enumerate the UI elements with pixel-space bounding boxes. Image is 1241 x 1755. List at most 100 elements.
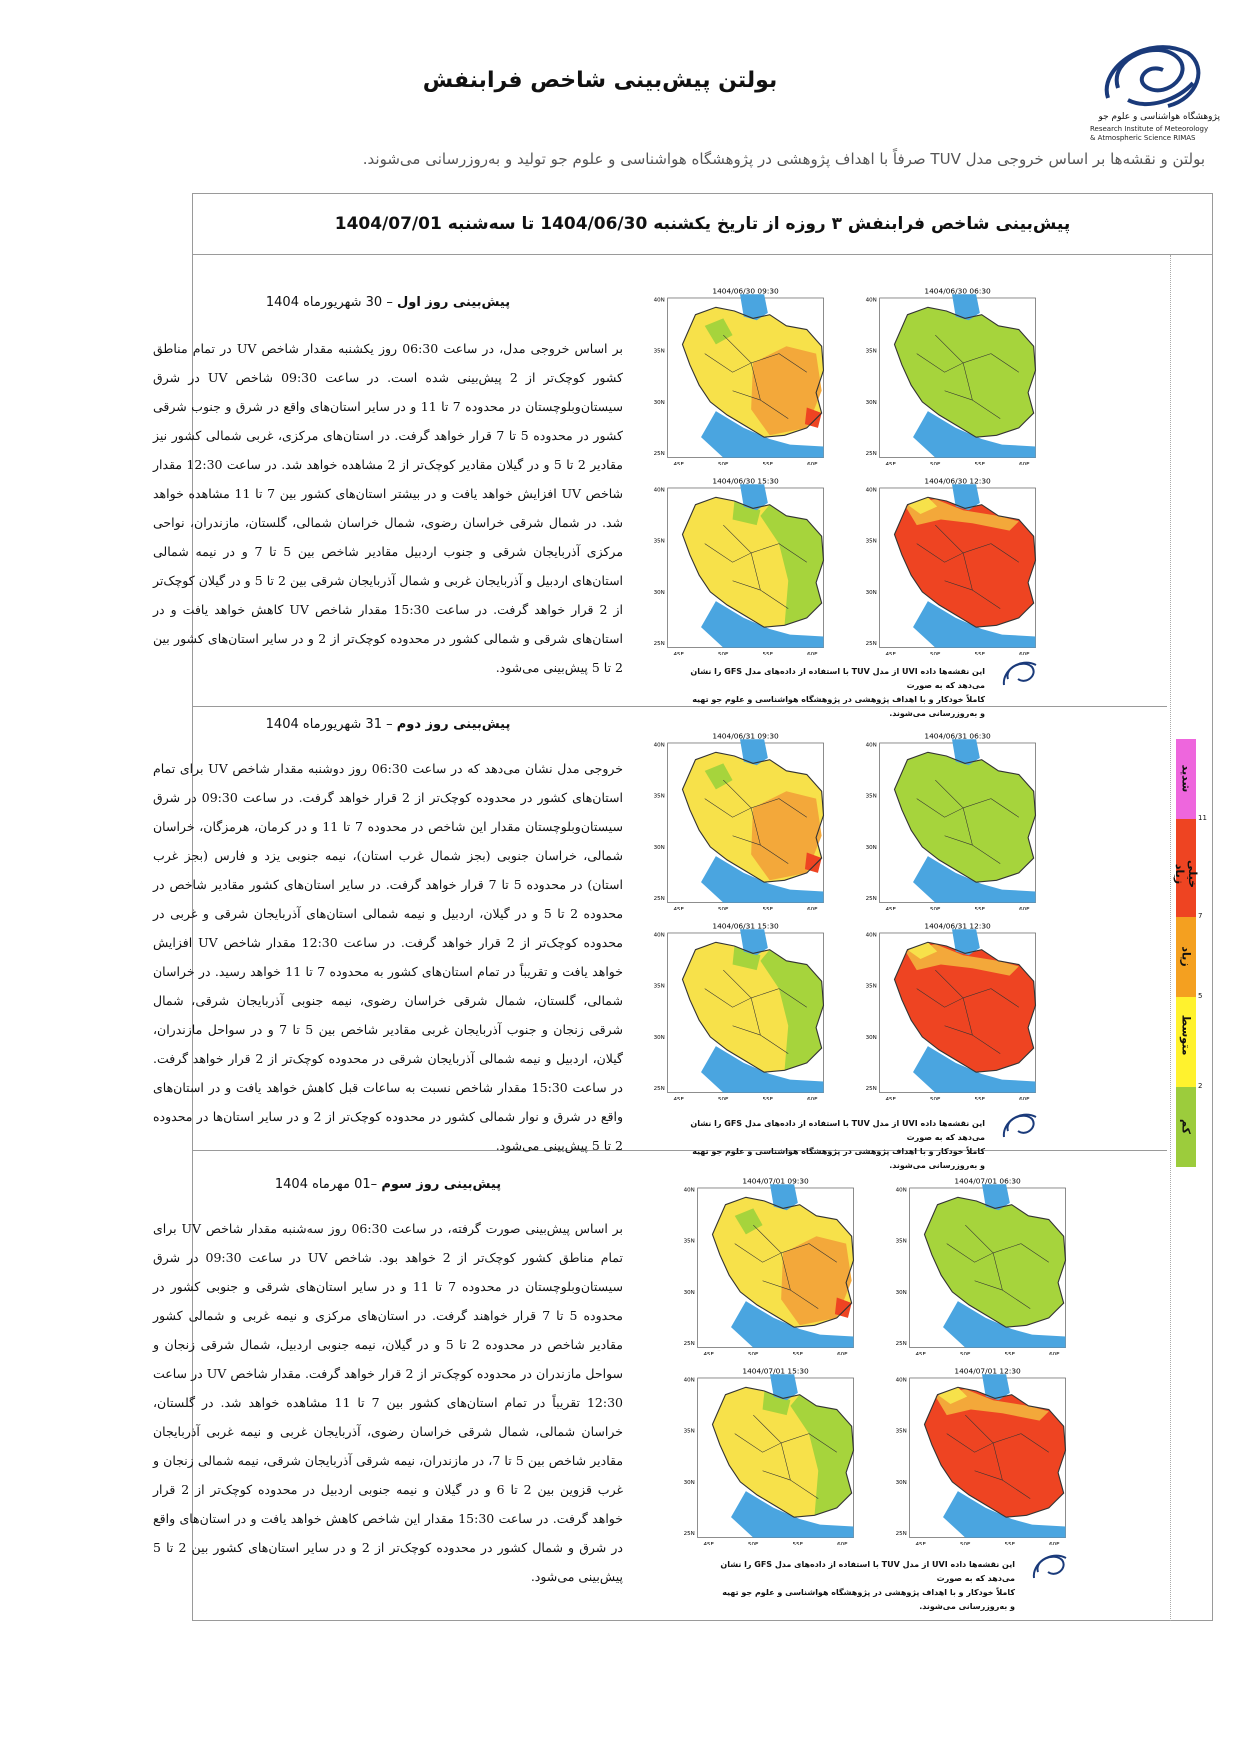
legend-band-label: کم	[1179, 1118, 1193, 1135]
sea-area	[731, 1491, 854, 1538]
lat-tick-label: 30N	[654, 400, 665, 406]
province-border	[990, 353, 1019, 373]
province-border	[704, 543, 752, 563]
legend-band-label: شدید	[1179, 764, 1193, 793]
map-time-label: 1404/06/30 06:30	[924, 286, 991, 295]
uv-zone	[804, 407, 822, 428]
lon-tick-label: 60E	[1019, 462, 1030, 465]
province-border	[965, 1414, 1022, 1444]
province-border	[916, 353, 964, 373]
lon-tick-label: 45E	[673, 907, 684, 910]
uv-zone	[924, 1387, 1066, 1518]
province-border	[753, 1414, 810, 1444]
lon-tick-label: 45E	[885, 907, 896, 910]
lat-tick-label: 25N	[654, 641, 665, 647]
lat-tick-label: 25N	[866, 896, 877, 902]
lat-tick-label: 35N	[866, 984, 877, 990]
maps-source-note-line2: کاملاً خودکار و با اهداف پژوهشی در پژوهش…	[692, 695, 985, 718]
sea-area	[952, 294, 980, 321]
day-forecast-text: خروجی مدل نشان می‌دهد که در ساعت 06:30 ر…	[153, 761, 624, 1153]
lat-tick-label: 40N	[866, 933, 877, 939]
maps-source-note-line1: این نقشه‌ها داده UVI از مدل TUV با استفا…	[720, 1560, 1015, 1583]
lon-tick-label: 45E	[885, 652, 896, 655]
map-time-label: 1404/07/01 12:30	[954, 1366, 1021, 1375]
country-border	[681, 306, 825, 438]
lat-tick-label: 25N	[654, 451, 665, 457]
lat-tick-label: 35N	[866, 539, 877, 545]
province-border	[778, 798, 807, 818]
lat-tick-label: 25N	[896, 1531, 907, 1537]
sea-area	[913, 411, 1036, 458]
map-time-label: 1404/06/31 15:30	[712, 921, 779, 930]
lon-tick-label: 45E	[885, 1097, 896, 1100]
lon-tick-label: 50E	[748, 1542, 759, 1545]
map-time-label: 1404/06/30 15:30	[712, 476, 779, 485]
uv-zone	[790, 1394, 854, 1516]
day-heading-label: پیش‌بینی روز دوم	[396, 717, 511, 732]
province-border	[704, 798, 752, 818]
maps-source-note-line1: این نقشه‌ها داده UVI از مدل TUV با استفا…	[690, 1119, 985, 1142]
map-time-label: 1404/06/31 06:30	[924, 731, 991, 740]
lat-tick-label: 40N	[654, 488, 665, 494]
uv-zone	[781, 1236, 852, 1326]
province-border	[974, 1470, 1003, 1481]
legend-band	[1176, 1087, 1196, 1167]
bulletin-frame	[192, 193, 1213, 1621]
day-forecast-text: بر اساس پیش‌بینی صورت گرفته، در ساعت 06:…	[153, 1221, 624, 1584]
uv-map-panel: 1404/06/31 15:30 40N 35N 30N 25N 45E 50E 55E 60E	[640, 920, 840, 1103]
province-border	[808, 1433, 837, 1453]
map-time-label: 1404/06/31 09:30	[712, 731, 779, 740]
lat-tick-label: 30N	[866, 845, 877, 851]
province-border	[753, 1224, 810, 1254]
sea-area	[952, 739, 980, 766]
province-border	[762, 1470, 791, 1481]
lon-tick-label: 50E	[718, 652, 729, 655]
province-border	[762, 1280, 791, 1291]
map-time-label: 1404/06/30 09:30	[712, 286, 779, 295]
uv-zone	[907, 497, 938, 514]
sea-area	[770, 1374, 798, 1401]
day-heading: پیش‌بینی روز سوم –01 مهرماه 1404	[153, 1177, 623, 1192]
lon-tick-label: 55E	[763, 462, 774, 465]
section-divider	[192, 1150, 1167, 1151]
sea-area	[913, 1046, 1036, 1093]
lon-tick-label: 50E	[930, 652, 941, 655]
uv-zone	[894, 752, 1036, 883]
uv-zone	[937, 1387, 968, 1404]
uv-zone	[760, 504, 824, 626]
lat-tick-label: 40N	[654, 743, 665, 749]
uv-zone	[894, 497, 1036, 628]
map-time-label: 1404/07/01 06:30	[954, 1176, 1021, 1185]
uv-map-panel: 1404/07/01 15:30 40N 35N 30N 25N 45E 50E 55E 60E	[670, 1365, 870, 1548]
legend-tick-label: 11	[1198, 814, 1207, 822]
map-time-label: 1404/06/31 12:30	[924, 921, 991, 930]
province-border	[916, 988, 964, 1008]
lat-tick-label: 40N	[654, 933, 665, 939]
province-border	[704, 988, 752, 1008]
lat-tick-label: 30N	[866, 400, 877, 406]
document-title: بولتن پیش‌بینی شاخص فرابنفش	[422, 68, 778, 93]
lat-tick-label: 25N	[654, 1086, 665, 1092]
sea-area	[943, 1301, 1066, 1348]
lat-tick-label: 25N	[866, 641, 877, 647]
province-border	[704, 353, 752, 373]
lon-tick-label: 55E	[1005, 1352, 1016, 1355]
uv-zone	[751, 791, 822, 881]
uv-map-panel: 1404/06/30 06:30 40N 35N 30N 25N 45E 50E 55E 60E	[852, 285, 1052, 468]
uv-map-panel: 1404/06/31 06:30 40N 35N 30N 25N 45E 50E 55E 60E	[852, 730, 1052, 913]
lon-tick-label: 50E	[718, 1097, 729, 1100]
province-border	[916, 798, 964, 818]
country-border	[711, 1386, 855, 1518]
country-border	[923, 1196, 1067, 1328]
country-border	[923, 1386, 1067, 1518]
lat-tick-label: 25N	[684, 1531, 695, 1537]
province-border	[732, 1025, 761, 1036]
day-heading-date: –01 مهرماه 1404	[274, 1177, 382, 1192]
uv-zone	[762, 1390, 791, 1416]
lon-tick-label: 55E	[763, 652, 774, 655]
lat-tick-label: 30N	[896, 1480, 907, 1486]
uv-zone	[704, 318, 733, 345]
uv-zone	[732, 500, 761, 526]
lat-tick-label: 35N	[866, 349, 877, 355]
country-border	[893, 941, 1037, 1073]
